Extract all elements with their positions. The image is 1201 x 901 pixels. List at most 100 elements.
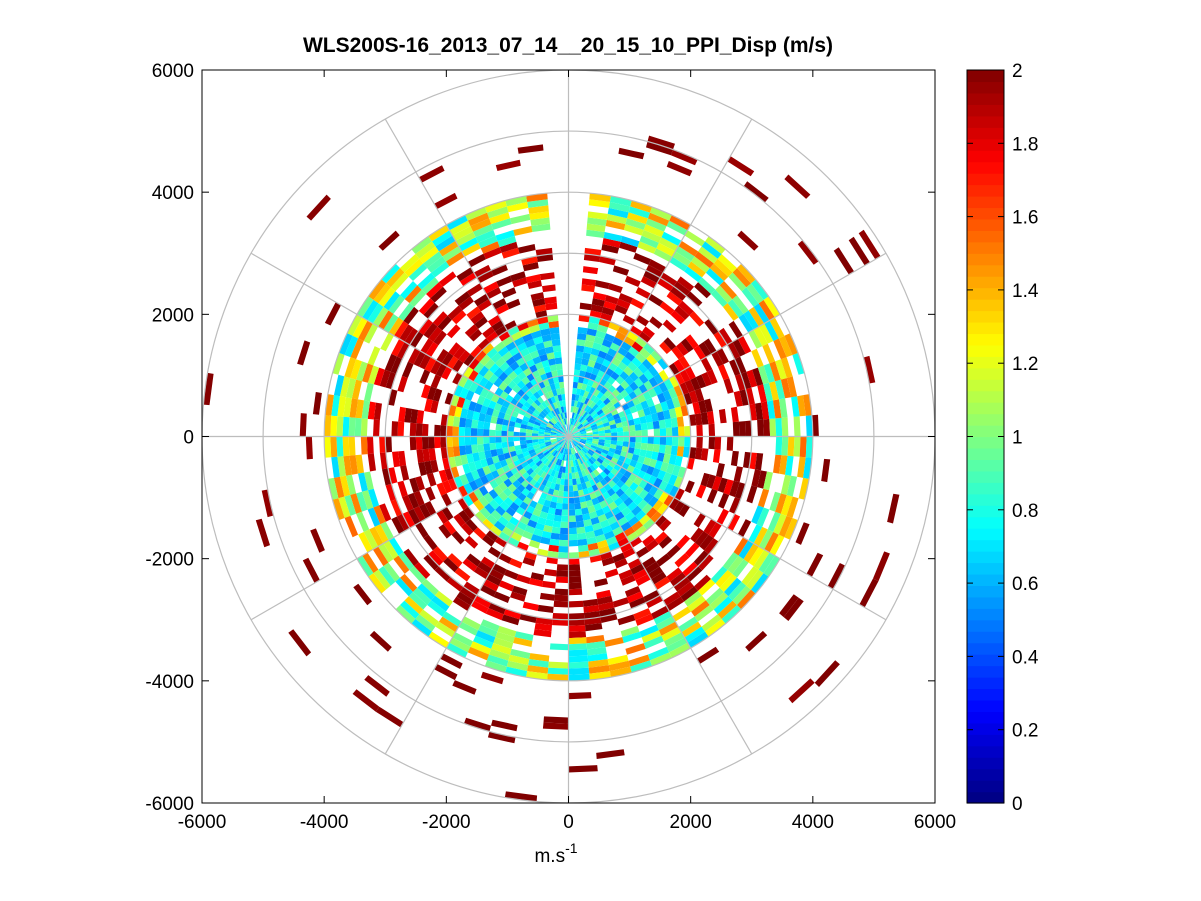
y-tick-label: 2000	[152, 305, 194, 326]
data-cell	[778, 515, 793, 538]
data-cell	[577, 423, 583, 429]
data-cell	[568, 631, 587, 639]
data-cell	[448, 478, 458, 491]
data-cell	[446, 355, 459, 370]
data-cell	[560, 460, 565, 467]
data-cell	[793, 436, 801, 457]
data-cell	[551, 456, 557, 463]
data-cell	[705, 587, 724, 605]
data-cell	[706, 369, 718, 385]
data-cell	[599, 394, 608, 402]
data-cell	[476, 395, 486, 406]
data-cell	[626, 531, 639, 543]
data-cell	[648, 365, 659, 377]
data-cell	[635, 314, 650, 327]
data-cell	[653, 384, 663, 396]
data-cell	[580, 438, 587, 442]
data-cell	[468, 381, 479, 393]
data-cell	[596, 421, 603, 427]
data-cell	[443, 557, 459, 573]
data-cell	[569, 442, 572, 449]
data-cell	[495, 436, 502, 443]
data-cell	[480, 405, 489, 415]
data-cell	[668, 454, 677, 465]
data-cell	[501, 287, 517, 299]
data-cell	[540, 373, 548, 382]
data-cell	[698, 400, 707, 414]
data-cell	[503, 366, 514, 376]
colorbar-swatch	[967, 287, 1004, 300]
data-cell	[391, 516, 405, 535]
data-cell	[367, 401, 376, 420]
data-cell	[568, 460, 572, 467]
data-cell	[657, 452, 665, 462]
data-cell	[354, 417, 362, 437]
colorbar-swatch	[967, 104, 1004, 117]
data-cell	[397, 375, 408, 393]
data-cell	[352, 689, 380, 712]
data-cell	[728, 272, 747, 292]
data-cell	[581, 448, 588, 454]
data-cell	[533, 424, 540, 429]
data-cell	[746, 485, 758, 504]
data-cell	[773, 399, 782, 419]
data-cell	[413, 587, 432, 605]
data-cell	[727, 341, 741, 360]
data-cell	[519, 436, 526, 441]
data-cell	[762, 343, 776, 364]
data-cell	[539, 511, 548, 520]
data-cell	[473, 499, 485, 512]
data-cell	[358, 472, 368, 492]
data-cell	[554, 451, 560, 458]
data-cell	[397, 480, 408, 498]
data-cell	[623, 336, 636, 347]
data-cell	[513, 431, 520, 437]
data-cell	[521, 256, 538, 266]
data-cell	[513, 637, 533, 647]
data-cell	[560, 447, 565, 454]
data-cell	[452, 632, 473, 647]
data-cell	[721, 605, 742, 624]
data-cell	[797, 240, 819, 265]
data-cell	[631, 357, 642, 368]
data-cell	[522, 530, 533, 540]
data-cell	[539, 444, 547, 450]
data-cell	[565, 418, 568, 425]
data-cell	[691, 256, 710, 273]
data-cell	[713, 258, 733, 277]
data-cell	[555, 445, 561, 451]
data-cell	[540, 536, 551, 545]
data-cell	[603, 442, 611, 448]
data-cell	[753, 549, 770, 570]
data-cell	[687, 595, 706, 612]
data-cell	[459, 474, 469, 486]
data-cell	[662, 472, 672, 483]
data-cell	[585, 623, 603, 632]
data-cell	[521, 376, 530, 385]
data-cell	[670, 149, 698, 166]
data-cell	[657, 392, 667, 404]
data-cell	[663, 378, 674, 390]
data-cell	[674, 488, 685, 501]
data-cell	[700, 472, 711, 487]
data-cell	[521, 447, 529, 454]
data-cell	[572, 440, 578, 446]
data-cell	[565, 442, 568, 449]
data-cell	[648, 259, 667, 273]
data-cell	[466, 283, 483, 297]
data-cell	[493, 637, 514, 649]
data-cell	[589, 464, 596, 472]
colorbar-swatch	[967, 688, 1004, 701]
data-cell	[476, 428, 484, 437]
data-cell	[786, 496, 799, 518]
data-cell	[509, 415, 517, 423]
data-cell	[604, 530, 615, 540]
data-cell	[633, 252, 652, 265]
data-cell	[423, 251, 443, 268]
data-cell	[352, 317, 368, 339]
data-cell	[587, 647, 607, 656]
x-tick-label: -4000	[300, 812, 349, 833]
data-cell	[344, 357, 357, 378]
data-cell	[612, 526, 624, 537]
data-cell	[684, 379, 695, 393]
